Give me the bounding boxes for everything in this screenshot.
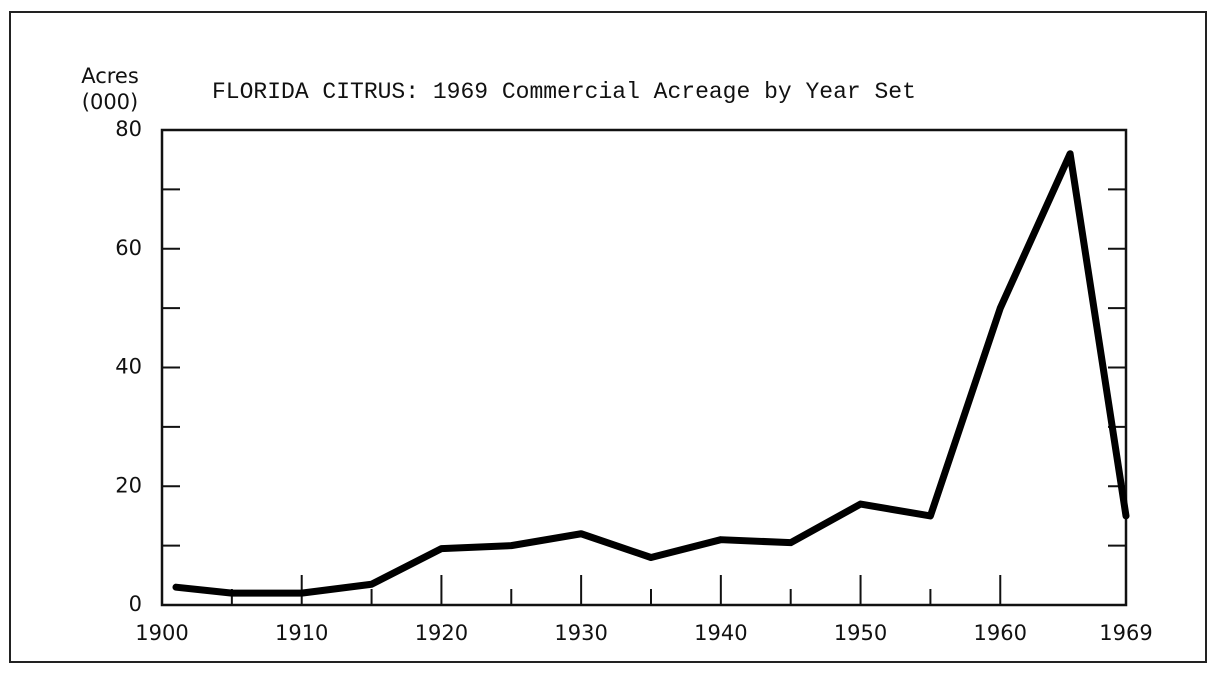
x-tick-label: 1950 [834,621,887,645]
x-tick-label: 1910 [275,621,328,645]
x-tick-label: 1900 [135,621,188,645]
y-axis-label: Acres [81,64,139,88]
y-axis-label: (000) [82,90,138,114]
frame [9,11,1207,663]
y-tick-label: 20 [115,473,142,497]
x-tick-label: 1920 [415,621,468,645]
y-tick-label: 80 [115,117,142,141]
data-line [172,150,1130,597]
x-tick-label: 1969 [1099,621,1152,645]
x-tick-label: 1930 [554,621,607,645]
x-tick-label: 1940 [694,621,747,645]
y-tick-label: 40 [115,355,142,379]
chart-title: FLORIDA CITRUS: 1969 Commercial Acreage … [212,79,916,105]
x-tick-label: 1960 [974,621,1027,645]
y-tick-label: 0 [129,592,142,616]
y-tick-label: 60 [115,236,142,260]
